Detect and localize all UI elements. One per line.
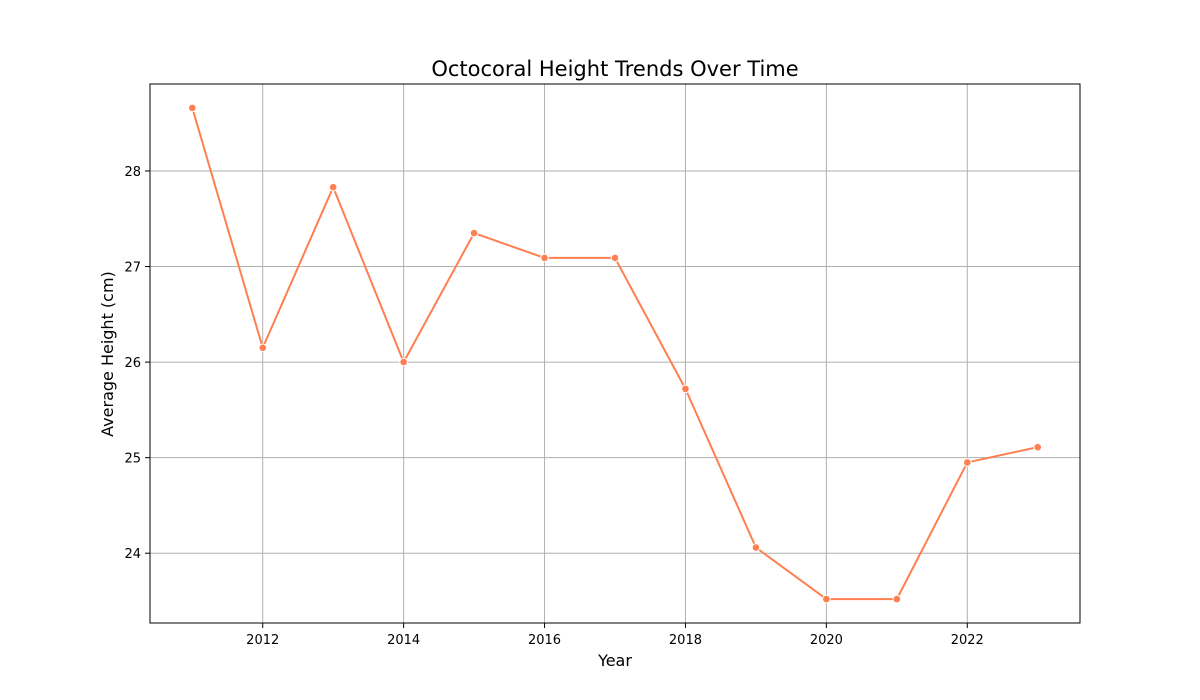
data-point-2017 xyxy=(610,253,620,263)
data-point-2022 xyxy=(962,458,972,467)
axes-frame xyxy=(149,83,1081,624)
data-point-2018 xyxy=(681,384,690,394)
y-tick-label: 25 xyxy=(124,452,141,467)
data-point-2011 xyxy=(187,103,197,113)
x-tick-label: 2022 xyxy=(951,633,984,648)
data-point-2012 xyxy=(258,343,268,353)
y-tick-label: 27 xyxy=(124,261,141,276)
data-point-2023 xyxy=(1033,442,1043,452)
data-point-2019 xyxy=(751,543,761,552)
data-point-2014 xyxy=(399,357,408,367)
chart-title: Octocoral Height Trends Over Time xyxy=(431,57,798,81)
data-point-2016 xyxy=(540,253,549,263)
y-tick-label: 24 xyxy=(124,547,141,562)
y-tick-label: 28 xyxy=(124,165,141,180)
plot-area-frame xyxy=(149,83,1081,624)
x-axis-label: Year xyxy=(597,651,632,670)
data-point-2021 xyxy=(892,594,902,604)
data-point-2020 xyxy=(822,594,831,604)
x-tick-label: 2020 xyxy=(810,633,843,648)
data-point-2013 xyxy=(328,182,338,192)
y-axis-ticks: 24 25 26 27 28 xyxy=(124,165,150,562)
series-layer xyxy=(187,103,1043,604)
x-axis-ticks: 2012 2014 2016 2018 2020 2022 xyxy=(246,623,984,648)
y-axis-label: Average Height (cm) xyxy=(98,271,117,437)
data-point-2015 xyxy=(469,228,479,238)
x-tick-label: 2014 xyxy=(387,633,420,648)
x-tick-label: 2018 xyxy=(669,633,702,648)
y-tick-label: 26 xyxy=(124,356,141,371)
grid-lines xyxy=(150,84,1080,623)
x-tick-label: 2016 xyxy=(528,633,561,648)
x-tick-label: 2012 xyxy=(246,633,279,648)
